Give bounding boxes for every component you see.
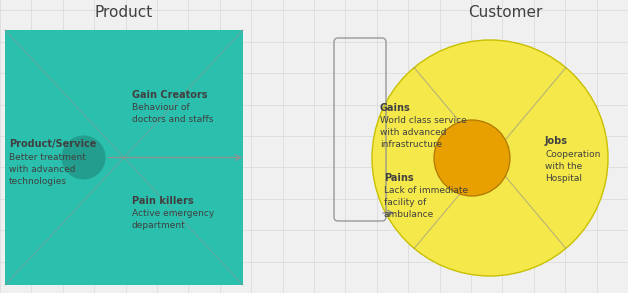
Text: Product/Service: Product/Service	[9, 139, 96, 149]
Circle shape	[434, 120, 510, 196]
Circle shape	[62, 135, 106, 180]
Text: Pains: Pains	[384, 173, 414, 183]
Text: Pain killers: Pain killers	[132, 195, 193, 205]
Text: World class service
with advanced
infrastructure: World class service with advanced infras…	[380, 116, 467, 149]
Text: Gains: Gains	[380, 103, 411, 113]
Circle shape	[372, 40, 608, 276]
Text: Behaviour of
doctors and staffs: Behaviour of doctors and staffs	[132, 103, 214, 124]
Text: Product: Product	[95, 5, 153, 20]
Bar	[5, 30, 243, 285]
Text: Lack of immediate
facility of
ambulance: Lack of immediate facility of ambulance	[384, 186, 468, 219]
Text: Jobs: Jobs	[545, 136, 568, 146]
Text: Active emergency
department: Active emergency department	[132, 209, 214, 230]
Text: Gain Creators: Gain Creators	[132, 89, 207, 100]
Text: Better treatment
with advanced
technologies: Better treatment with advanced technolog…	[9, 154, 86, 186]
Text: Customer: Customer	[468, 5, 542, 20]
Text: Cooperation
with the
Hospital: Cooperation with the Hospital	[545, 150, 600, 183]
